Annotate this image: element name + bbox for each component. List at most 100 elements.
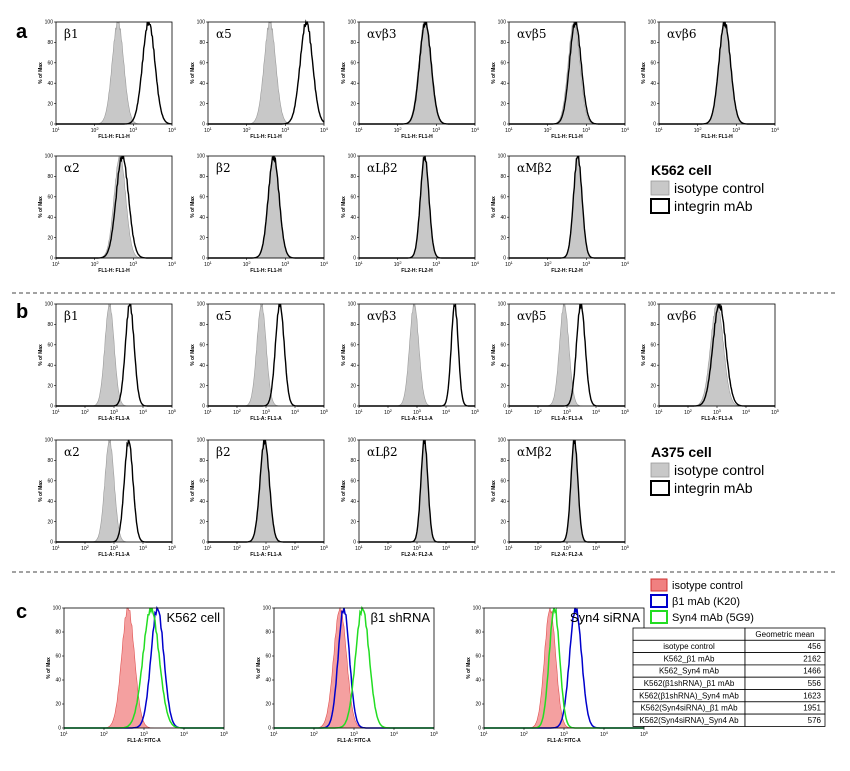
x-tick-label: 105	[320, 544, 329, 552]
y-axis-label: % of Max	[38, 480, 44, 502]
y-tick-label: 0	[503, 256, 506, 262]
legend-b-label-antibody: integrin mAb	[674, 480, 753, 496]
y-tick-label: 20	[265, 702, 271, 708]
x-tick-label: 102	[684, 408, 693, 416]
table-row-value: 2162	[803, 654, 821, 663]
y-tick-label: 0	[50, 540, 53, 546]
y-tick-label: 0	[58, 726, 61, 732]
x-tick-label: 105	[621, 408, 630, 416]
subplot-title: K562 cell	[167, 610, 221, 625]
x-tick-label: 101	[505, 544, 514, 552]
x-tick-label: 104	[471, 260, 480, 268]
y-tick-label: 80	[475, 630, 481, 636]
y-tick-label: 0	[268, 726, 271, 732]
x-tick-label: 103	[110, 544, 119, 552]
subplot-title: αvβ5	[517, 309, 546, 323]
x-tick-label: 104	[621, 260, 630, 268]
y-tick-label: 80	[350, 322, 356, 328]
plot-frame	[207, 21, 325, 125]
y-tick-label: 20	[199, 235, 205, 241]
x-axis-label: FL1-A: FITC-A	[547, 738, 581, 744]
y-tick-label: 0	[353, 256, 356, 262]
y-tick-label: 20	[500, 519, 506, 525]
x-axis-label: FL1-A: FITC-A	[127, 738, 161, 744]
x-tick-label: 101	[505, 408, 514, 416]
histogram-c-2: 0 20 40 60 80 100 101 102 103 104 105 % of Max FL1-A…	[256, 606, 439, 744]
legend-a-label-antibody: integrin mAb	[674, 198, 753, 214]
x-tick-label: 101	[355, 408, 364, 416]
x-axis-label: FL1-H: FL1-H	[250, 268, 282, 274]
y-axis-label: % of Max	[38, 344, 44, 366]
table-row-value: 1466	[803, 667, 821, 676]
legend-b-swatch-antibody	[650, 480, 670, 496]
y-axis-label: % of Max	[641, 62, 647, 84]
plot-frame	[508, 155, 626, 259]
legend-c-swatch-b1	[650, 594, 668, 608]
y-tick-label: 20	[500, 235, 506, 241]
x-axis-label: FL1-A: FL1-A	[551, 416, 583, 422]
subplot-title: α5	[216, 27, 232, 41]
x-tick-label: 101	[52, 408, 61, 416]
y-tick-label: 60	[199, 343, 205, 349]
y-tick-label: 80	[350, 40, 356, 46]
y-tick-label: 40	[47, 215, 53, 221]
x-tick-label: 104	[168, 260, 177, 268]
y-axis-label: % of Max	[38, 196, 44, 218]
x-tick-label: 101	[204, 408, 213, 416]
y-tick-label: 20	[475, 702, 481, 708]
x-tick-label: 105	[320, 408, 329, 416]
y-tick-label: 40	[650, 363, 656, 369]
syn4-mab-curve	[64, 607, 224, 729]
x-tick-label: 105	[471, 408, 480, 416]
subplot-title: β1 shRNA	[371, 610, 431, 625]
histogram-b-5: 0 20 40 60 80 100 101 102 103 104 105 % of Max FL1-A…	[641, 302, 780, 422]
y-tick-label: 80	[199, 174, 205, 180]
table-row-value: 456	[808, 642, 822, 651]
y-tick-label: 20	[650, 383, 656, 389]
x-tick-label: 102	[100, 730, 109, 738]
y-tick-label: 40	[47, 81, 53, 87]
syn4-mab-curve	[484, 607, 644, 729]
x-tick-label: 103	[129, 260, 138, 268]
table-row-label: K562(β1shRNA)_Syn4 mAb	[639, 691, 739, 700]
y-tick-label: 40	[500, 363, 506, 369]
x-tick-label: 104	[600, 730, 609, 738]
x-axis-label: FL1-A: FL1-A	[98, 552, 130, 558]
x-tick-label: 105	[471, 544, 480, 552]
table-row-value: 576	[808, 716, 822, 725]
x-tick-label: 104	[320, 126, 329, 134]
table-row-label: K562(Syn4siRNA)_Syn4 Ab	[639, 716, 739, 725]
y-tick-label: 40	[350, 499, 356, 505]
y-tick-label: 60	[55, 654, 61, 660]
y-tick-label: 20	[350, 519, 356, 525]
y-tick-label: 0	[202, 540, 205, 546]
histogram-b-7: 0 20 40 60 80 100 101 102 103 104 105 % of Max FL1-A…	[190, 438, 329, 558]
y-tick-label: 100	[473, 606, 482, 612]
legend-c-label-syn4: Syn4 mAb (5G9)	[672, 612, 754, 624]
histogram-a-4: 0 20 40 60 80 100 101 102 103 104 % of Max FL1-H: F…	[491, 20, 630, 140]
y-tick-label: 20	[350, 101, 356, 107]
plot-frame	[207, 155, 325, 259]
panel-letter-c: c	[16, 601, 27, 623]
x-axis-label: FL1-A: FITC-A	[337, 738, 371, 744]
x-tick-label: 105	[168, 544, 177, 552]
x-tick-label: 103	[129, 126, 138, 134]
x-axis-label: FL1-A: FL1-A	[250, 552, 282, 558]
x-axis-label: FL2-A: FL2-A	[401, 552, 433, 558]
y-tick-label: 60	[199, 195, 205, 201]
y-tick-label: 40	[55, 678, 61, 684]
x-axis-label: FL1-H: FL1-H	[701, 134, 733, 140]
y-tick-label: 0	[353, 122, 356, 128]
x-tick-label: 103	[350, 730, 359, 738]
x-tick-label: 102	[243, 126, 252, 134]
x-tick-label: 101	[355, 260, 364, 268]
x-tick-label: 103	[432, 126, 441, 134]
legend-b-swatch-control	[650, 462, 670, 478]
x-tick-label: 104	[771, 126, 780, 134]
y-axis-label: % of Max	[491, 196, 497, 218]
y-axis-label: % of Max	[466, 657, 472, 679]
y-tick-label: 20	[55, 702, 61, 708]
x-tick-label: 101	[52, 260, 61, 268]
y-axis-label: % of Max	[190, 344, 196, 366]
